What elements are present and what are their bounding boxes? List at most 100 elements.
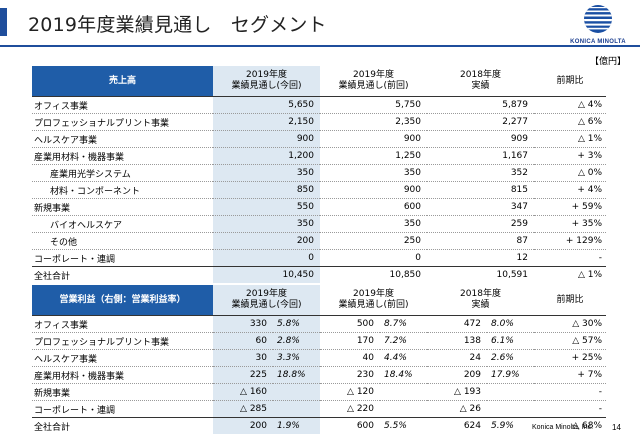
yoy-change: + 59% bbox=[571, 202, 602, 212]
header-type: 業績見通し(前回) bbox=[338, 81, 409, 91]
table-row: オフィス事業 5,650 5,750 5,879 △ 4% bbox=[32, 96, 606, 114]
yoy-change: + 35% bbox=[571, 219, 602, 229]
current-forecast-value: 850 bbox=[213, 181, 320, 199]
table-row: オフィス事業 330 5.8% 500 8.7% 472 8.0% △ 30% bbox=[32, 315, 606, 333]
current-forecast-margin: 18.8% bbox=[273, 366, 320, 384]
header-type: 実績 bbox=[471, 81, 490, 91]
header-year: 2019年度 bbox=[353, 70, 394, 80]
yoy-change: - bbox=[598, 404, 602, 414]
current-forecast-margin: 2.8% bbox=[273, 332, 320, 350]
previous-forecast-value: 0 bbox=[415, 253, 421, 263]
sales-header-current-forecast: 2019年度 業績見通し(今回) bbox=[213, 66, 320, 97]
table-row: ヘルスケア事業 900 900 909 △ 1% bbox=[32, 130, 606, 148]
op-header-current-forecast: 2019年度 業績見通し(今回) bbox=[213, 285, 320, 316]
yoy-change: △ 0% bbox=[577, 168, 602, 178]
yoy-change: △ 1% bbox=[577, 134, 602, 144]
segment-name: コーポレート・連調 bbox=[34, 405, 116, 416]
op-header-yoy: 前期比 bbox=[556, 294, 584, 305]
segment-name: ヘルスケア事業 bbox=[34, 354, 98, 365]
footer-company: Konica Minolta, Inc. bbox=[532, 424, 594, 431]
previous-forecast-margin bbox=[380, 384, 427, 401]
current-forecast-value: 10,450 bbox=[213, 266, 320, 283]
segment-name: オフィス事業 bbox=[34, 320, 88, 331]
yoy-change: △ 30% bbox=[572, 319, 602, 329]
yoy-change: + 4% bbox=[577, 185, 602, 195]
current-forecast-margin bbox=[273, 400, 320, 418]
yoy-change: △ 68% bbox=[572, 421, 602, 431]
segment-name: 全社合計 bbox=[34, 271, 71, 282]
yoy-change: △ 6% bbox=[577, 117, 602, 127]
actual-value: △ 26 bbox=[459, 404, 481, 414]
logo-wordmark: KONICA MINOLTA bbox=[570, 39, 626, 45]
header-type: 業績見通し(前回) bbox=[338, 300, 409, 310]
page-title: 2019年度業績見通し セグメント bbox=[28, 14, 327, 36]
table-row: 産業用光学システム 350 350 352 △ 0% bbox=[32, 164, 606, 182]
previous-forecast-value: 40 bbox=[362, 353, 374, 363]
previous-forecast-value: 1,250 bbox=[395, 151, 421, 161]
previous-forecast-margin: 4.4% bbox=[384, 353, 407, 363]
segment-name: オフィス事業 bbox=[34, 101, 88, 112]
segment-name: 全社合計 bbox=[34, 422, 71, 433]
header-type: 業績見通し(今回) bbox=[231, 300, 302, 310]
header-type: 業績見通し(今回) bbox=[231, 81, 302, 91]
actual-value: 472 bbox=[463, 319, 481, 329]
header-year: 2019年度 bbox=[246, 289, 287, 299]
op-header-actual: 2018年度 実績 bbox=[427, 285, 534, 316]
segment-name: プロフェッショナルプリント事業 bbox=[34, 118, 170, 129]
current-forecast-value: 200 bbox=[213, 232, 320, 250]
previous-forecast-value: 900 bbox=[403, 134, 421, 144]
previous-forecast-value: 2,350 bbox=[395, 117, 421, 127]
yoy-change: + 3% bbox=[577, 151, 602, 161]
table-row: 材料・コンポーネント 850 900 815 + 4% bbox=[32, 181, 606, 199]
previous-forecast-value: 5,750 bbox=[395, 100, 421, 110]
yoy-change: - bbox=[598, 387, 602, 397]
previous-forecast-value: 350 bbox=[403, 168, 421, 178]
previous-forecast-value: 250 bbox=[403, 236, 421, 246]
previous-forecast-margin bbox=[380, 401, 427, 418]
previous-forecast-margin: 7.2% bbox=[384, 336, 407, 346]
table-row: プロフェッショナルプリント事業 2,150 2,350 2,277 △ 6% bbox=[32, 113, 606, 131]
table-row: 新規事業 550 600 347 + 59% bbox=[32, 198, 606, 216]
current-forecast-margin: 1.9% bbox=[273, 417, 320, 434]
current-forecast-value: 350 bbox=[213, 164, 320, 182]
table-row: プロフェッショナルプリント事業 60 2.8% 170 7.2% 138 6.1% △ 57% bbox=[32, 332, 606, 350]
sales-header-yoy: 前期比 bbox=[556, 75, 584, 86]
actual-margin: 17.9% bbox=[491, 370, 520, 380]
yoy-change: + 25% bbox=[571, 353, 602, 363]
yoy-change: △ 4% bbox=[577, 100, 602, 110]
actual-value: 347 bbox=[510, 202, 528, 212]
current-forecast-margin: 5.8% bbox=[273, 315, 320, 333]
globe-logo-icon bbox=[584, 5, 612, 33]
actual-value: 624 bbox=[463, 421, 481, 431]
table-row: 新規事業 △ 160 △ 120 △ 193 - bbox=[32, 383, 606, 401]
sales-header-row: 売上高 2019年度 業績見通し(今回) 2019年度 業績見通し(前回) 2018… bbox=[32, 66, 606, 97]
segment-name: コーポレート・連調 bbox=[34, 254, 116, 265]
table-row: ヘルスケア事業 30 3.3% 40 4.4% 24 2.6% + 25% bbox=[32, 349, 606, 367]
actual-value: 209 bbox=[463, 370, 481, 380]
op-header-previous-forecast: 2019年度 業績見通し(前回) bbox=[320, 285, 427, 316]
actual-margin bbox=[487, 384, 534, 401]
previous-forecast-margin: 8.7% bbox=[384, 319, 407, 329]
table-row: 産業用材料・機器事業 1,200 1,250 1,167 + 3% bbox=[32, 147, 606, 165]
actual-value: 12 bbox=[516, 253, 528, 263]
header-year: 2018年度 bbox=[460, 70, 501, 80]
current-forecast-value: 60 bbox=[213, 332, 273, 350]
current-forecast-value: △ 285 bbox=[213, 400, 273, 418]
actual-value: 352 bbox=[510, 168, 528, 178]
previous-forecast-value: 500 bbox=[356, 319, 374, 329]
yoy-change: △ 1% bbox=[577, 270, 602, 280]
op-header-row: 営業利益（右側：営業利益率） 2019年度 業績見通し(今回) 2019年度 業績見… bbox=[32, 285, 606, 316]
table-row: 産業用材料・機器事業 225 18.8% 230 18.4% 209 17.9% + 7% bbox=[32, 366, 606, 384]
segment-name: その他 bbox=[50, 237, 78, 248]
actual-value: 5,879 bbox=[502, 100, 528, 110]
actual-value: 138 bbox=[463, 336, 481, 346]
segment-name: 新規事業 bbox=[34, 203, 71, 214]
yoy-change: + 129% bbox=[565, 236, 602, 246]
segment-name: バイオヘルスケア bbox=[50, 220, 123, 231]
current-forecast-value: 30 bbox=[213, 349, 273, 367]
sales-table: 売上高 2019年度 業績見通し(今回) 2019年度 業績見通し(前回) 2018… bbox=[32, 66, 606, 283]
company-logo: KONICA MINOLTA bbox=[564, 4, 632, 45]
segment-name: 産業用光学システム bbox=[50, 169, 131, 180]
op-profit-table: 営業利益（右側：営業利益率） 2019年度 業績見通し(今回) 2019年度 業績見… bbox=[32, 285, 606, 434]
previous-forecast-value: △ 120 bbox=[347, 387, 374, 397]
